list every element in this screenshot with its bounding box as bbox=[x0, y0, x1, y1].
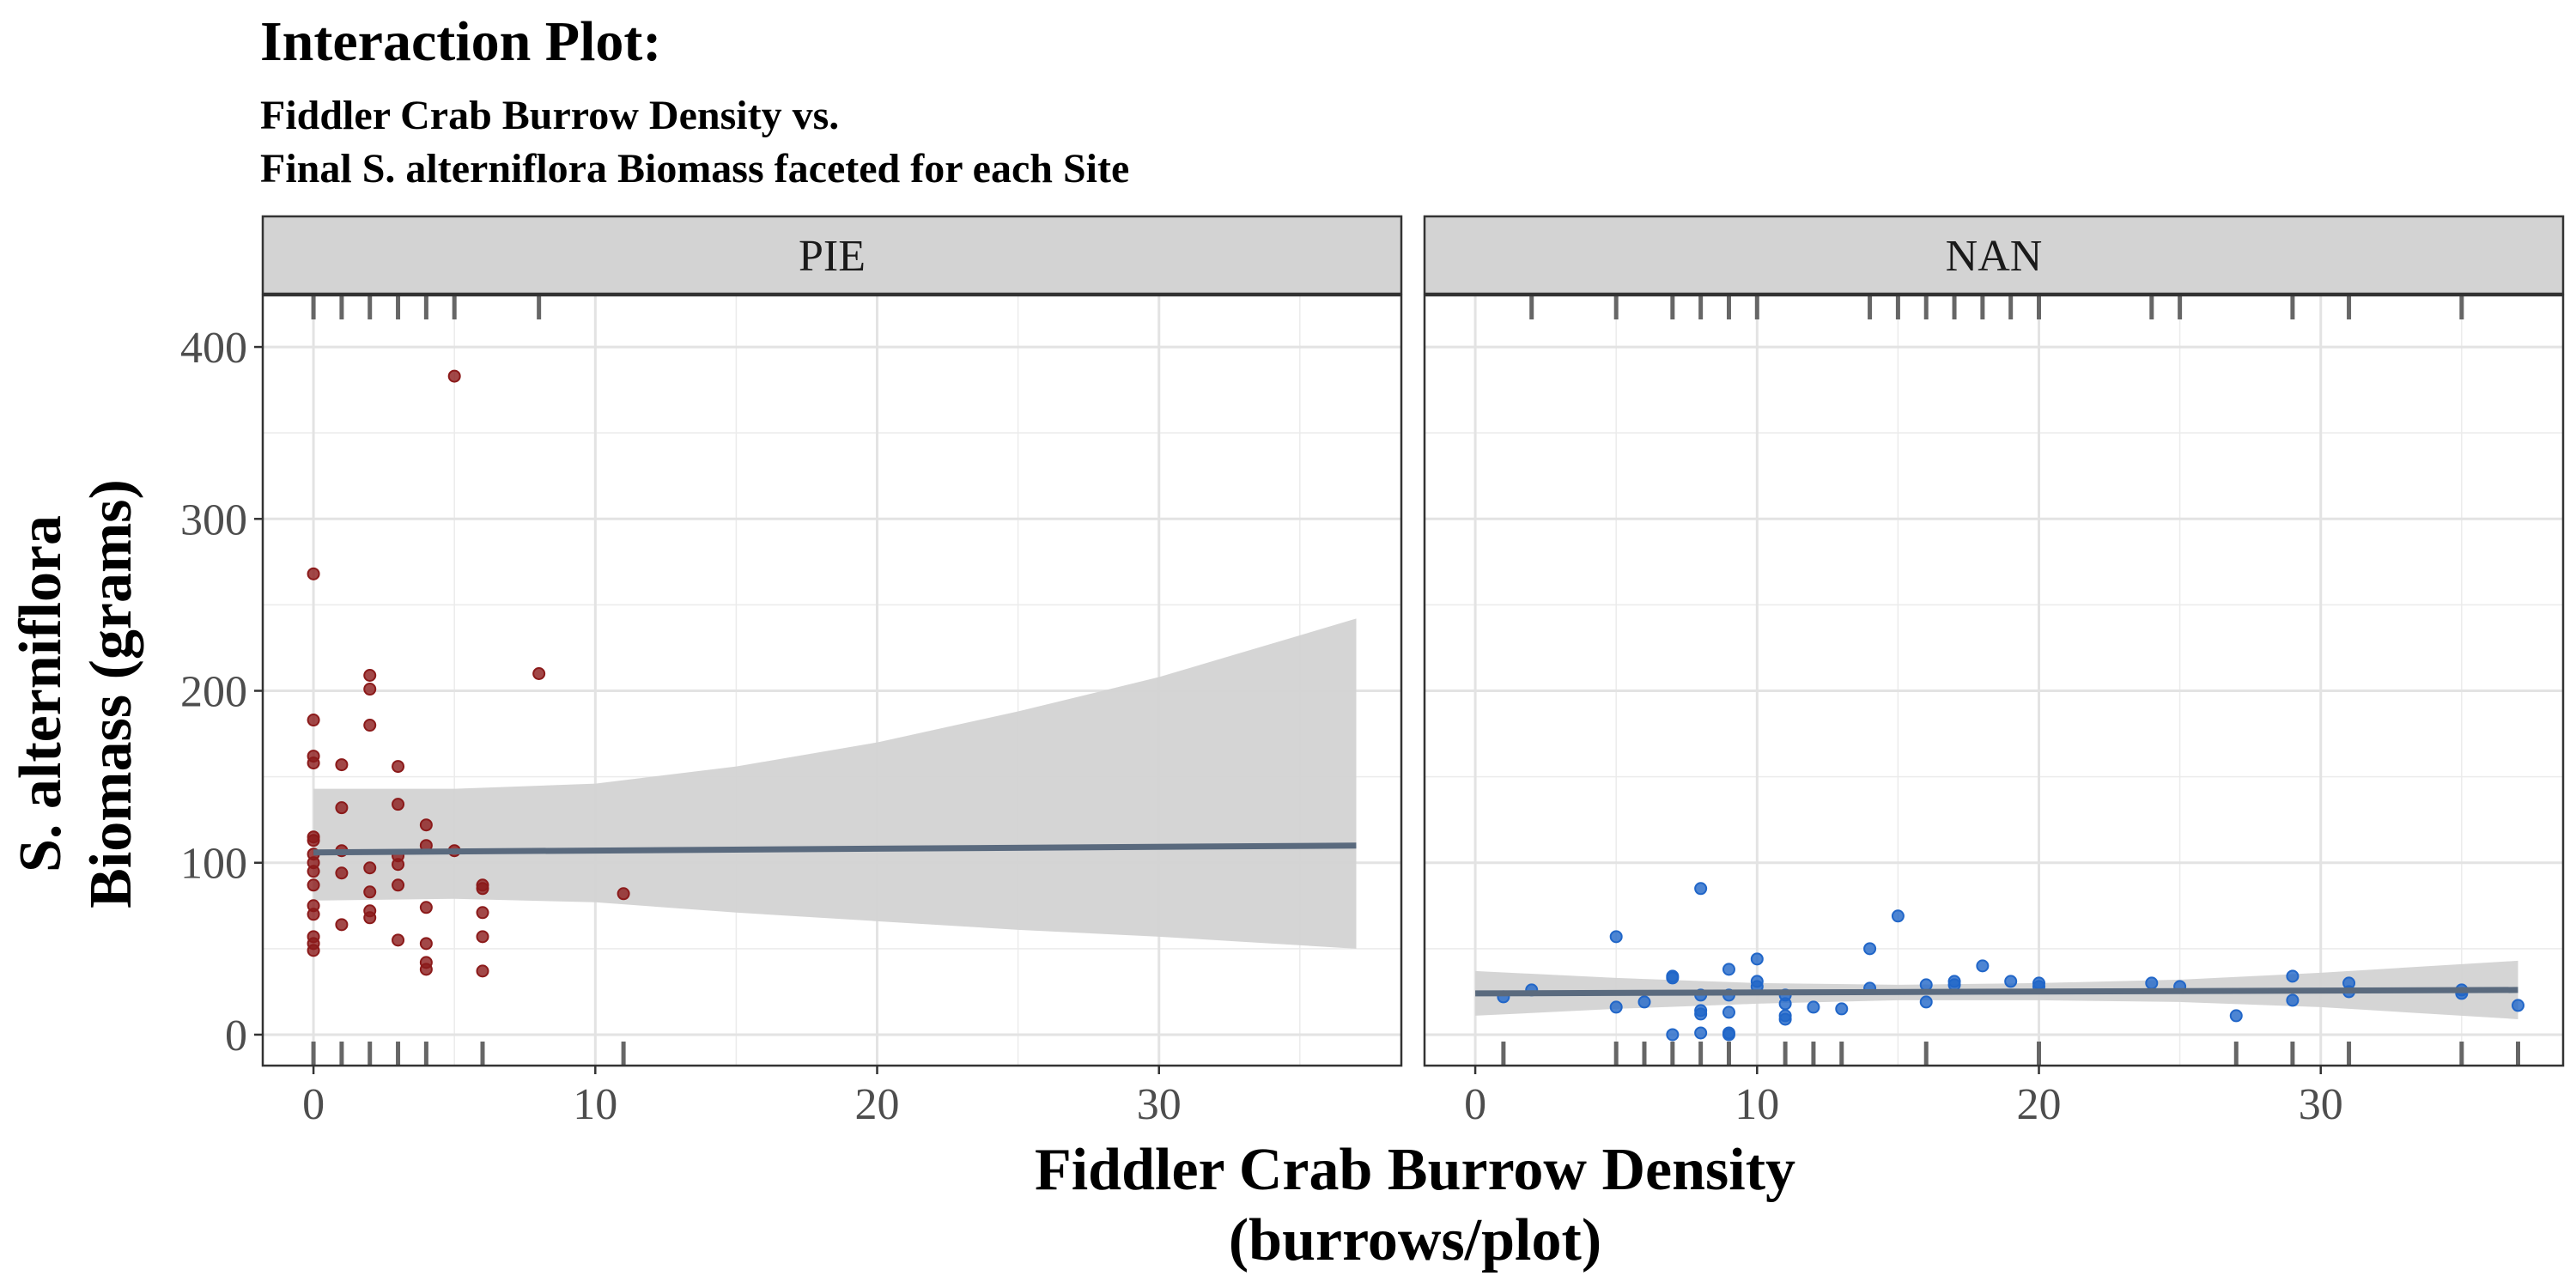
y-tick-label: 400 bbox=[180, 324, 247, 373]
data-point bbox=[476, 964, 489, 978]
data-point bbox=[1637, 995, 1651, 1009]
data-point bbox=[1609, 930, 1623, 944]
data-point bbox=[363, 683, 377, 696]
data-point bbox=[307, 944, 320, 957]
data-point bbox=[1919, 978, 1933, 992]
data-point bbox=[307, 714, 320, 727]
x-tick-label: 30 bbox=[2299, 1080, 2343, 1129]
data-point bbox=[335, 866, 349, 880]
data-point bbox=[1891, 909, 1905, 923]
data-point bbox=[1722, 1005, 1735, 1019]
chart-title: Interaction Plot: bbox=[260, 10, 661, 73]
data-point bbox=[2004, 975, 2018, 988]
data-point bbox=[2145, 976, 2159, 990]
data-point bbox=[2286, 993, 2300, 1007]
data-point bbox=[307, 834, 320, 848]
data-point bbox=[419, 818, 433, 832]
y-axis-title-line-1: S. alterniflora bbox=[8, 515, 74, 872]
data-point bbox=[363, 885, 377, 899]
y-axis-title-line-2: Biomass (grams) bbox=[78, 479, 144, 908]
data-point bbox=[1807, 1000, 1820, 1014]
y-tick-label: 200 bbox=[180, 668, 247, 717]
facet-strip-label: NAN bbox=[1946, 232, 2043, 281]
data-point bbox=[392, 933, 405, 947]
data-point bbox=[307, 567, 320, 580]
data-point bbox=[307, 908, 320, 921]
panel-background bbox=[1425, 295, 2563, 1066]
facet-strip bbox=[261, 215, 1403, 295]
data-point bbox=[1694, 1007, 1708, 1021]
data-point bbox=[532, 666, 546, 680]
data-point bbox=[2229, 1009, 2243, 1023]
data-point bbox=[476, 882, 489, 896]
data-point bbox=[1919, 995, 1933, 1009]
data-point bbox=[419, 963, 433, 976]
data-point bbox=[1947, 978, 1961, 992]
y-tick-label: 0 bbox=[225, 1012, 247, 1060]
data-point bbox=[617, 887, 630, 901]
regression-line bbox=[313, 842, 1357, 856]
data-point bbox=[1722, 1028, 1735, 1042]
data-point bbox=[1666, 971, 1680, 985]
x-tick-label: 10 bbox=[573, 1080, 617, 1129]
regression-line bbox=[1475, 987, 2518, 997]
chart-subtitle-line-2: Final S. alterniflora Biomass faceted fo… bbox=[260, 146, 1129, 191]
data-point bbox=[392, 798, 405, 811]
data-point bbox=[476, 930, 489, 944]
data-point bbox=[1609, 1000, 1623, 1014]
data-point bbox=[447, 369, 461, 383]
confidence-band bbox=[313, 618, 1357, 949]
data-point bbox=[1778, 1012, 1792, 1026]
data-point bbox=[307, 756, 320, 770]
data-point bbox=[335, 801, 349, 815]
x-axis-title-line-2: (burrows/plot) bbox=[1229, 1207, 1601, 1273]
data-point bbox=[1835, 1002, 1849, 1016]
chart-subtitle-line-1: Fiddler Crab Burrow Density vs. bbox=[260, 93, 839, 138]
data-point bbox=[392, 858, 405, 872]
panel-border bbox=[1423, 294, 2565, 1067]
data-point bbox=[1666, 1028, 1680, 1042]
data-point bbox=[2511, 999, 2524, 1012]
x-tick-label: 0 bbox=[1464, 1080, 1486, 1129]
y-tick-label: 100 bbox=[180, 840, 247, 889]
data-point bbox=[476, 906, 489, 920]
x-tick-label: 30 bbox=[1137, 1080, 1182, 1129]
data-point bbox=[392, 878, 405, 892]
x-tick-label: 20 bbox=[2017, 1080, 2062, 1129]
data-point bbox=[419, 901, 433, 914]
data-point bbox=[2286, 969, 2300, 983]
data-point bbox=[363, 668, 377, 682]
x-tick-label: 20 bbox=[855, 1080, 900, 1129]
data-point bbox=[1976, 959, 1990, 973]
data-point bbox=[335, 758, 349, 772]
data-point bbox=[1750, 952, 1764, 966]
data-point bbox=[1778, 997, 1792, 1011]
data-point bbox=[1722, 963, 1735, 976]
data-point bbox=[307, 878, 320, 892]
data-point bbox=[419, 937, 433, 951]
y-tick-label: 300 bbox=[180, 495, 247, 544]
data-point bbox=[335, 918, 349, 932]
data-point bbox=[1694, 1026, 1708, 1040]
facet-strip bbox=[1423, 215, 2565, 295]
panel-border bbox=[261, 294, 1403, 1067]
x-axis-title-line-1: Fiddler Crab Burrow Density bbox=[1035, 1137, 1795, 1203]
data-point bbox=[307, 865, 320, 878]
data-point bbox=[1694, 882, 1708, 896]
data-point bbox=[363, 719, 377, 732]
data-point bbox=[363, 861, 377, 875]
x-tick-label: 10 bbox=[1735, 1080, 1779, 1129]
data-point bbox=[392, 760, 405, 774]
facet-nan: NAN 0 10 20 30 bbox=[1423, 215, 2565, 1129]
data-point bbox=[363, 911, 377, 925]
facet-strip-label: PIE bbox=[799, 232, 866, 281]
data-point bbox=[1863, 942, 1877, 956]
x-tick-label: 0 bbox=[302, 1080, 325, 1129]
